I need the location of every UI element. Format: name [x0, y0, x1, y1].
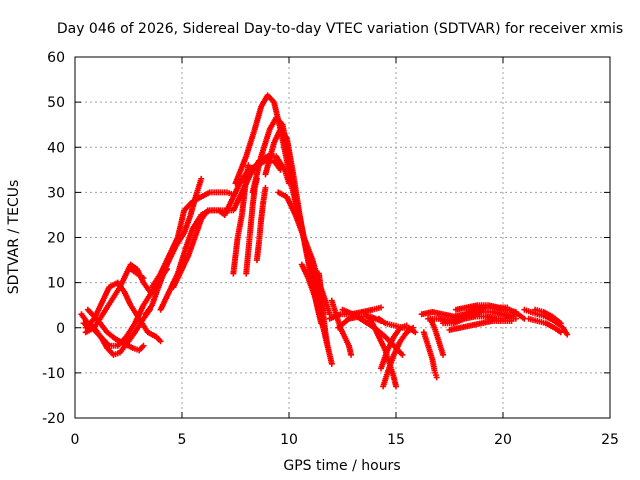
x-tick-label: 25: [601, 432, 619, 448]
series-arc-4: [82, 261, 153, 336]
x-axis-label: GPS time / hours: [283, 458, 400, 474]
chart-title: Day 046 of 2026, Sidereal Day-to-day VTE…: [57, 21, 623, 37]
series-arc-27: [420, 329, 440, 381]
y-tick-label: 60: [47, 50, 65, 66]
y-tick-label: -10: [42, 366, 65, 382]
series-arc-7: [149, 189, 237, 291]
x-tick-label: 0: [71, 432, 80, 448]
data-point-markers: [380, 324, 417, 390]
data-point-markers: [525, 315, 564, 336]
series-arc-38: [127, 266, 147, 282]
data-point-markers: [82, 261, 153, 336]
y-tick-label: 30: [47, 185, 65, 201]
data-point-markers: [127, 266, 147, 282]
data-point-markers: [84, 306, 147, 354]
data-point-markers: [315, 270, 331, 349]
data-point-markers: [506, 306, 528, 322]
plot-frame: [74, 56, 611, 419]
data-point-markers: [446, 317, 515, 334]
series-arc-12: [253, 184, 269, 264]
series-arc-25: [380, 324, 417, 390]
series-arc-5: [84, 306, 147, 354]
data-point-markers: [452, 302, 511, 313]
series-arc-10: [230, 162, 252, 277]
series-arc-37: [506, 306, 528, 322]
series-arc-32: [446, 317, 515, 334]
data-point-markers: [532, 306, 564, 327]
y-tick-label: 20: [47, 231, 65, 247]
x-tick-label: 5: [178, 432, 187, 448]
y-axis-label: SDTVAR / TECUs: [6, 180, 22, 295]
series-arc-18: [315, 270, 331, 349]
data-series: [78, 92, 571, 390]
series-arc-33: [452, 302, 511, 313]
data-point-markers: [149, 189, 237, 291]
y-tick-label: 50: [47, 95, 65, 111]
data-point-markers: [253, 184, 269, 264]
data-point-markers: [378, 322, 410, 372]
y-tick-label: -20: [42, 411, 65, 427]
series-arc-36: [532, 306, 564, 327]
y-tick-label: 10: [47, 276, 65, 292]
grid: [75, 57, 610, 418]
series-arc-26: [378, 322, 410, 372]
series-arc-35: [525, 315, 564, 336]
data-point-markers: [230, 162, 252, 277]
y-tick-label: 0: [56, 321, 65, 337]
y-tick-label: 40: [47, 140, 65, 156]
x-tick-label: 20: [494, 432, 512, 448]
x-tick-label: 15: [387, 432, 405, 448]
data-point-markers: [420, 329, 440, 381]
x-tick-label: 10: [280, 432, 298, 448]
